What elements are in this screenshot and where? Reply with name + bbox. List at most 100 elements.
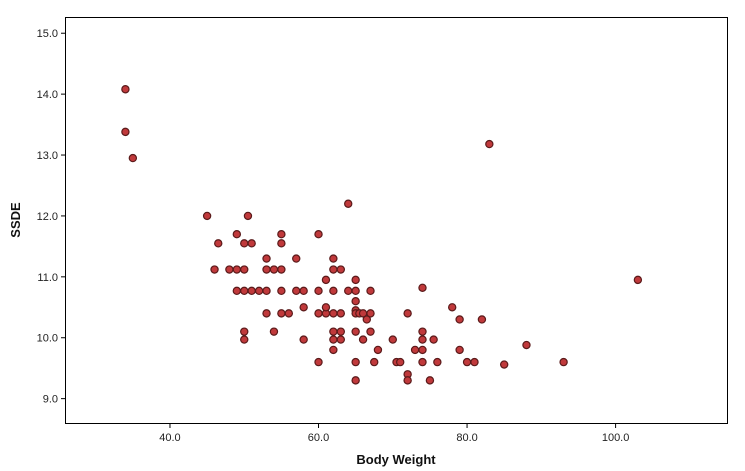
data-point — [366, 309, 375, 318]
x-tick-label: 40.0 — [159, 432, 180, 444]
data-point — [410, 345, 420, 355]
x-tick-label: 60.0 — [308, 432, 329, 444]
data-point — [344, 286, 353, 296]
data-point — [366, 286, 375, 296]
data-point — [314, 309, 323, 318]
data-point — [370, 357, 379, 367]
data-point — [425, 376, 435, 385]
data-point — [314, 230, 323, 239]
data-point — [455, 345, 464, 355]
data-point — [388, 335, 397, 344]
data-point — [277, 265, 286, 274]
data-point — [418, 283, 427, 292]
data-point — [462, 357, 472, 367]
data-point — [240, 286, 249, 296]
y-tick-label: 13.0 — [37, 150, 58, 162]
data-point — [277, 230, 286, 239]
data-point — [240, 239, 249, 248]
data-point — [429, 335, 438, 344]
x-axis: 40.0 60.0 80.0 100.0 — [159, 423, 629, 444]
data-point — [240, 265, 249, 274]
data-point — [351, 275, 360, 285]
y-tick-label: 15.0 — [37, 28, 58, 40]
data-point — [366, 327, 375, 336]
data-point — [299, 286, 308, 296]
data-point — [321, 303, 331, 312]
data-point — [351, 296, 360, 306]
data-point — [396, 357, 405, 367]
data-point — [299, 303, 308, 312]
data-point — [292, 254, 301, 263]
data-point — [522, 340, 531, 350]
data-point — [254, 286, 264, 296]
data-point — [232, 265, 242, 274]
data-point — [633, 275, 643, 285]
data-point — [329, 265, 338, 274]
data-point — [418, 357, 427, 367]
y-axis: 9.0 10.0 11.0 12.0 13.0 14.0 15.0 — [37, 28, 66, 406]
data-point — [403, 309, 412, 318]
data-point — [277, 239, 286, 248]
data-point — [362, 315, 371, 324]
data-point — [351, 357, 360, 367]
data-point — [418, 327, 427, 336]
data-point — [232, 286, 242, 296]
data-point — [269, 265, 279, 274]
data-point — [262, 286, 271, 296]
data-point — [336, 335, 345, 344]
data-point — [336, 309, 345, 318]
y-tick-label: 12.0 — [37, 211, 58, 223]
data-point — [262, 265, 271, 274]
data-point — [232, 230, 242, 239]
data-point — [358, 335, 368, 344]
data-point — [403, 376, 412, 385]
x-axis-title: Body Weight — [356, 452, 436, 467]
data-point — [262, 254, 271, 263]
data-point — [336, 327, 345, 336]
data-point — [477, 315, 487, 324]
data-point — [455, 315, 464, 324]
data-point — [329, 335, 338, 344]
data-point — [202, 211, 212, 221]
data-point — [329, 327, 338, 336]
data-point — [329, 309, 338, 318]
data-point — [314, 357, 323, 367]
x-tick-label: 100.0 — [602, 432, 630, 444]
data-point — [559, 357, 568, 367]
data-point — [448, 303, 457, 312]
data-point — [240, 335, 249, 344]
data-points — [121, 85, 643, 385]
data-point — [243, 211, 253, 221]
data-point — [470, 357, 479, 367]
data-point — [329, 286, 338, 296]
data-point — [121, 127, 130, 137]
y-axis-title: SSDE — [8, 202, 23, 238]
data-point — [418, 345, 427, 355]
data-point — [329, 345, 338, 355]
data-point — [344, 199, 353, 208]
data-point — [433, 357, 442, 367]
data-point — [214, 239, 223, 248]
plot-area-frame — [65, 17, 728, 424]
data-point — [247, 239, 256, 248]
data-point — [284, 309, 294, 318]
data-point — [351, 376, 360, 385]
y-tick-label: 9.0 — [43, 394, 58, 406]
data-point — [314, 286, 323, 296]
x-tick-label: 80.0 — [456, 432, 477, 444]
data-point — [121, 85, 130, 94]
data-point — [240, 327, 249, 336]
y-tick-label: 10.0 — [37, 333, 58, 345]
data-point — [128, 153, 138, 163]
data-point — [418, 335, 427, 344]
data-point — [351, 327, 360, 336]
y-tick-label: 11.0 — [37, 272, 58, 284]
data-point — [262, 309, 271, 318]
data-point — [277, 309, 286, 318]
data-point — [336, 265, 345, 274]
data-point — [329, 254, 338, 263]
data-point — [210, 265, 219, 274]
data-point — [269, 327, 279, 336]
